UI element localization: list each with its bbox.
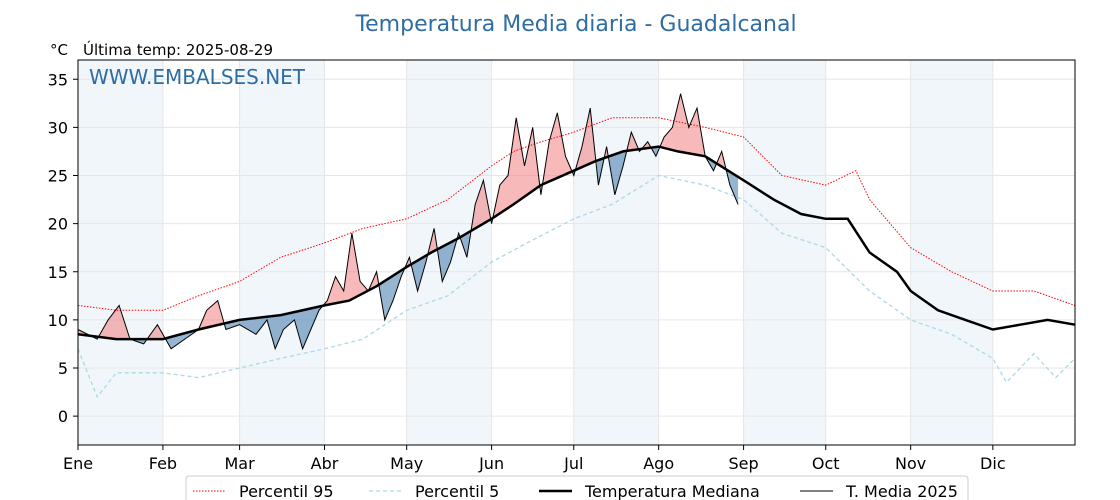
legend: Percentil 95 Percentil 5 Temperatura Media… [185,475,969,500]
line-percentil-5 [77,174,1076,399]
watermark: WWW.EMBALSES.NET [89,65,306,89]
fill-above-median [147,324,165,340]
x-tick-label: Ago [643,454,674,473]
y-tick-label: 5 [58,359,68,378]
month-bands [78,60,993,445]
fill-below-median [412,254,428,291]
y-tick-label: 20 [48,215,68,234]
x-tick-label: Dic [980,454,1006,473]
fill-above-median [627,132,639,151]
line-t-media-2025 [77,93,739,351]
legend-label: Percentil 95 [239,482,334,500]
fill-above-median [323,233,367,306]
y-tick-label: 10 [48,311,68,330]
y-tick-label: 35 [48,70,68,89]
fill-below-median [727,170,739,205]
fill-below-median [438,239,456,282]
legend-label: Temperatura Mediana [584,482,760,500]
chart-title: Temperatura Media diaria - Guadalcanal [354,12,796,37]
month-band [239,60,325,445]
fill-above-median [576,108,596,170]
legend-label: Percentil 5 [415,482,499,500]
x-tick-label: Oct [812,454,840,473]
fill-below-median [597,158,604,186]
x-tick-label: Abr [311,454,339,473]
x-axis: Ene Feb Mar Abr May Jun Jul Ago Sep Oct Nov Dic [63,445,1006,473]
x-tick-label: Mar [225,454,256,473]
legend-label: T. Media 2025 [845,482,958,500]
series-lines [77,93,1076,399]
fill-below-median [609,151,626,195]
line-percentil-95 [77,117,1076,311]
month-band [78,60,163,445]
fill-above-median [98,305,130,340]
fill-above-median [543,112,571,184]
grid-lines [77,60,1075,445]
y-tick-label: 0 [58,407,68,426]
last-temp-label: Última temp: 2025-08-29 [83,40,273,59]
x-tick-label: Feb [149,454,177,473]
fill-below-median [651,146,659,157]
month-band [910,60,993,445]
legend-box [185,475,969,500]
fill-above-median [198,300,224,330]
fill-above-median [605,146,608,158]
y-tick-label: 25 [48,167,68,186]
month-band [743,60,826,445]
x-tick-label: Ene [63,454,93,473]
x-tick-label: Jul [563,454,583,473]
fill-above-median [660,93,706,157]
unit-label: °C [50,41,68,59]
x-tick-label: Jun [478,454,504,473]
plot-frame [77,59,1076,446]
x-tick-label: May [390,454,423,473]
y-tick-label: 30 [48,118,68,137]
fill-below-median [165,329,198,349]
y-tick-label: 15 [48,263,68,282]
x-tick-label: Sep [729,454,759,473]
fill-below-median [224,306,322,349]
line-temperatura-mediana [77,145,1076,341]
fill-below-median [706,157,717,171]
x-tick-label: Nov [895,454,926,473]
y-axis: 0 5 10 15 20 25 30 35 [48,70,78,426]
